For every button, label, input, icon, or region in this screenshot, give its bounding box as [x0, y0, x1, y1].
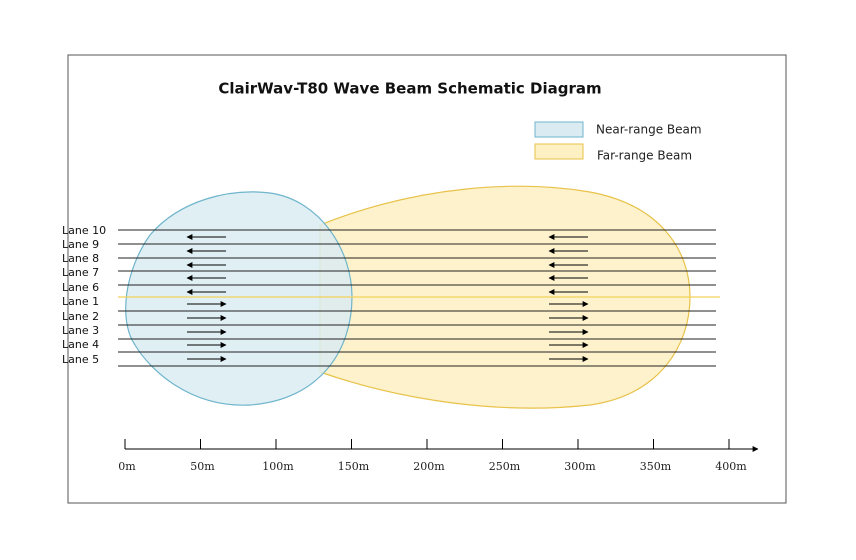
lane-label: Lane 1 [62, 295, 99, 308]
legend-swatch [534, 121, 584, 138]
axis-tick-label: 400m [715, 460, 747, 473]
legend-label: Far-range Beam [597, 149, 692, 163]
lane-label: Lane 10 [62, 224, 106, 237]
lane-label: Lane 5 [62, 353, 99, 366]
lane-label: Lane 2 [62, 310, 99, 323]
lane-label: Lane 6 [62, 281, 99, 294]
axis-tick-label: 350m [640, 460, 672, 473]
lane-label: Lane 3 [62, 324, 99, 337]
axis-tick-label: 0m [118, 460, 136, 473]
axis-tick-label: 250m [489, 460, 521, 473]
axis-tick-label: 100m [262, 460, 294, 473]
lane-label: Lane 7 [62, 266, 99, 279]
lane-label: Lane 9 [62, 238, 99, 251]
axis-tick-label: 200m [413, 460, 445, 473]
title: ClairWav-T80 Wave Beam Schematic Diagram [218, 80, 601, 98]
axis-tick-label: 150m [338, 460, 370, 473]
legend-label: Near-range Beam [596, 123, 702, 137]
lane-label: Lane 8 [62, 252, 99, 265]
legend-swatch [534, 143, 584, 160]
axis-tick-label: 50m [190, 460, 215, 473]
lane-label: Lane 4 [62, 338, 99, 351]
axis-tick-label: 300m [564, 460, 596, 473]
